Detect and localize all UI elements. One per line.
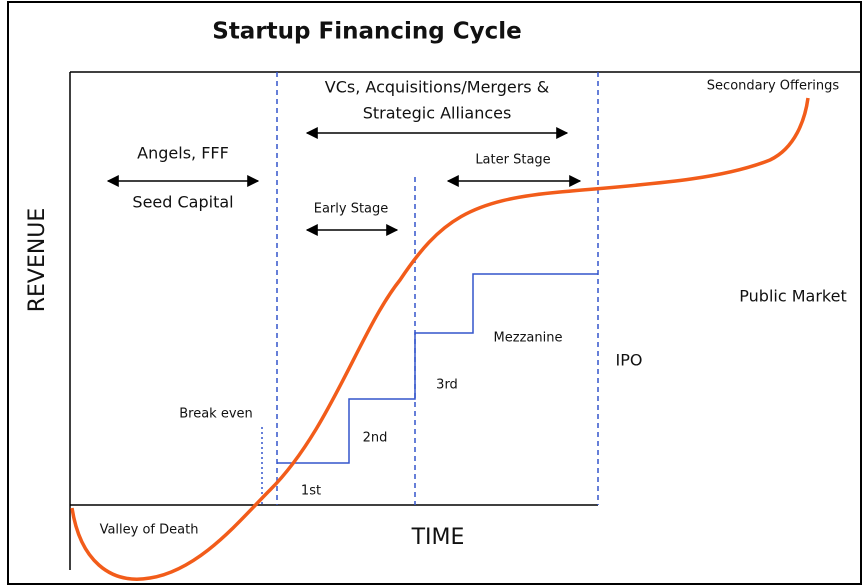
- label: Later Stage: [475, 153, 550, 168]
- label: Break even: [179, 407, 253, 422]
- x-axis-label: TIME: [411, 525, 465, 550]
- funding-steps: [277, 273, 598, 464]
- title: Startup Financing Cycle: [212, 19, 521, 45]
- label: 3rd: [436, 378, 458, 393]
- label: IPO: [616, 351, 643, 370]
- label: Mezzanine: [494, 331, 563, 346]
- label: Strategic Alliances: [363, 104, 512, 123]
- label: Angels, FFF: [137, 144, 229, 163]
- stage-dividers: [261, 72, 599, 505]
- label: 2nd: [363, 431, 388, 446]
- y-axis-label: REVENUE: [25, 208, 50, 313]
- label: 1st: [301, 484, 321, 499]
- label: Valley of Death: [100, 523, 199, 538]
- label: Seed Capital: [132, 193, 233, 212]
- label: VCs, Acquisitions/Mergers &: [325, 78, 549, 97]
- chart-frame: [69, 71, 862, 570]
- label: Early Stage: [314, 202, 389, 217]
- arrows: [106, 127, 582, 236]
- label: Public Market: [739, 287, 846, 306]
- revenue-curve: [70, 97, 810, 581]
- label: Secondary Offerings: [707, 79, 840, 94]
- outer-border: [7, 1, 862, 585]
